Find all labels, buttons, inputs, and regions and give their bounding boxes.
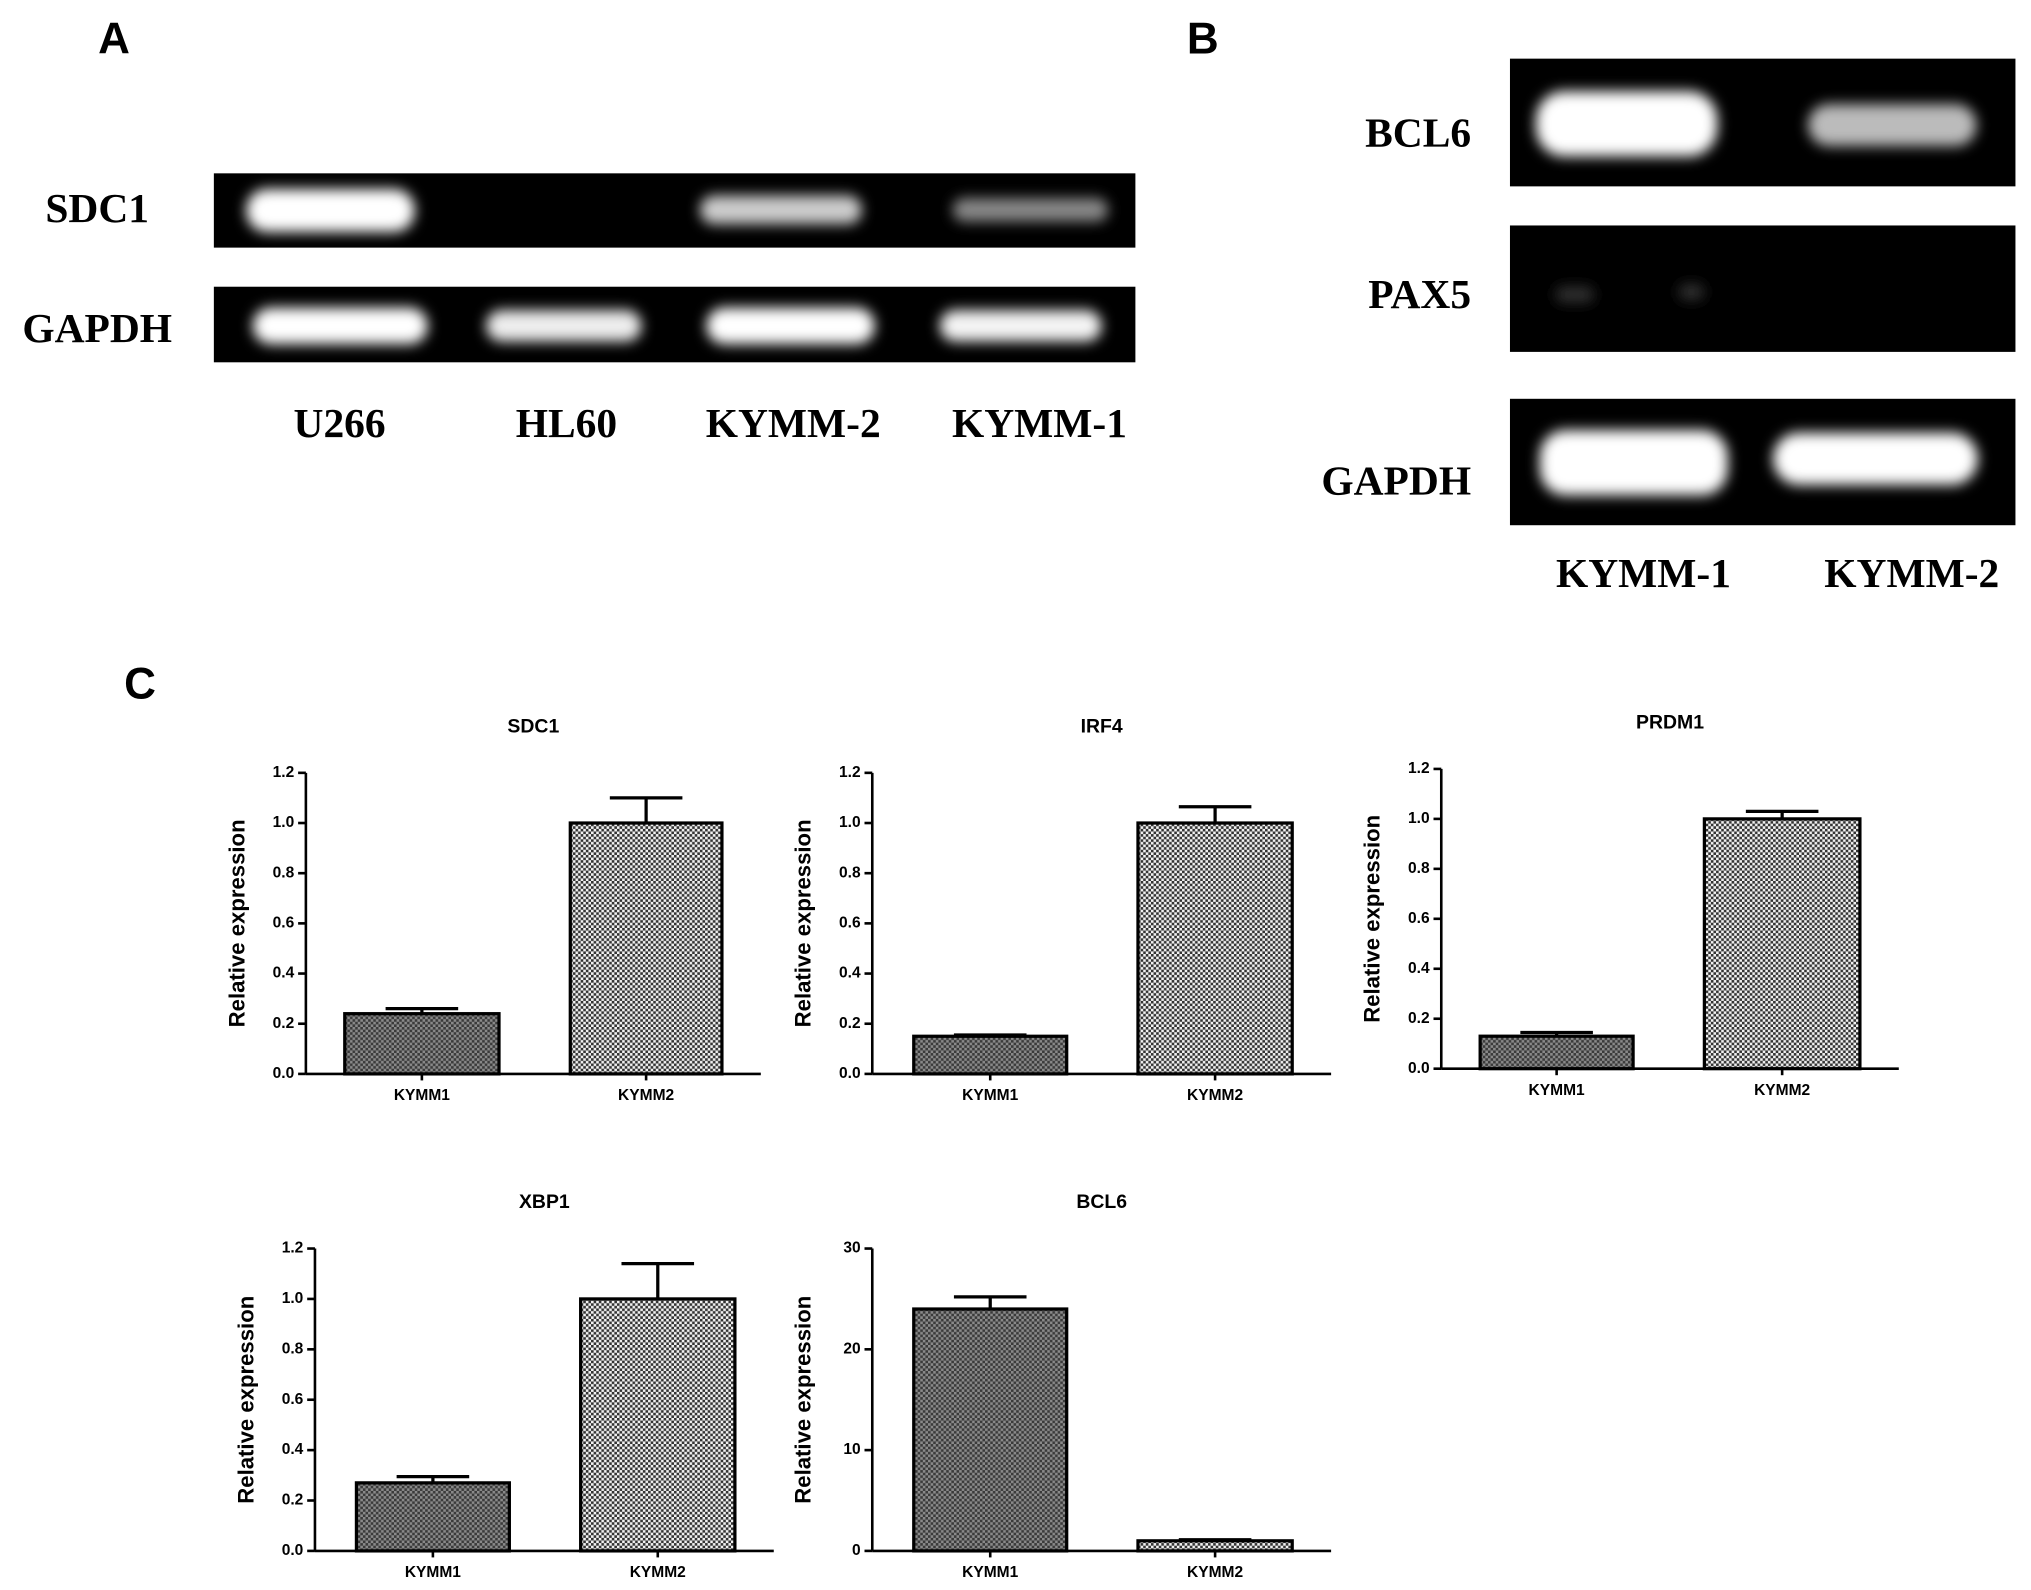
y-tick-label: 0.8 — [839, 864, 861, 881]
y-tick-label: 1.2 — [273, 764, 295, 781]
x-tick-label: KYMM1 — [405, 1564, 461, 1581]
y-tick-label: 1.0 — [282, 1290, 304, 1307]
gel-bands — [1535, 91, 1978, 496]
y-tick-label: 0.4 — [273, 965, 295, 982]
y-tick-label: 20 — [843, 1340, 861, 1357]
panel-label: C — [124, 659, 156, 708]
gel-row-label: PAX5 — [1368, 271, 1471, 317]
chart-title: XBP1 — [519, 1191, 570, 1213]
x-tick-label: KYMM1 — [394, 1087, 450, 1104]
y-tick-label: 0.2 — [839, 1015, 861, 1032]
panel-label: B — [1187, 14, 1219, 63]
y-axis-label: Relative expression — [233, 1296, 258, 1504]
x-tick-label: KYMM2 — [1187, 1087, 1243, 1104]
y-axis-label: Relative expression — [1360, 815, 1385, 1023]
bar — [579, 1297, 737, 1553]
lane-label: U266 — [294, 400, 386, 446]
gel-lane — [1509, 225, 2016, 352]
y-tick-label: 0.2 — [282, 1492, 304, 1509]
lane-label: KYMM-1 — [1556, 550, 1731, 596]
gel-row-label: BCL6 — [1365, 109, 1471, 155]
y-tick-label: 10 — [843, 1441, 861, 1458]
lane-label: KYMM-2 — [706, 400, 881, 446]
y-tick-label: 0.6 — [1408, 910, 1430, 927]
x-tick-label: KYMM2 — [1187, 1564, 1243, 1581]
chart-title: BCL6 — [1076, 1191, 1127, 1213]
x-tick-label: KYMM2 — [618, 1087, 674, 1104]
y-tick-label: 0.8 — [273, 864, 295, 881]
y-tick-label: 1.0 — [1408, 810, 1430, 827]
bar — [354, 1481, 511, 1553]
chart-title: PRDM1 — [1636, 711, 1704, 733]
y-tick-label: 0.0 — [839, 1065, 861, 1082]
y-axis-label: Relative expression — [224, 819, 249, 1027]
x-tick-label: KYMM1 — [1529, 1082, 1585, 1099]
chart-title: SDC1 — [507, 715, 559, 737]
y-tick-label: 0.6 — [839, 914, 861, 931]
y-tick-label: 1.0 — [839, 814, 861, 831]
bar — [912, 1034, 1069, 1076]
bar — [912, 1307, 1069, 1553]
bar — [1136, 1539, 1294, 1553]
y-tick-label: 0.4 — [839, 965, 861, 982]
y-tick-label: 0.0 — [1408, 1060, 1430, 1077]
y-tick-label: 0 — [852, 1542, 861, 1559]
bar — [568, 821, 724, 1076]
bar — [1136, 821, 1294, 1076]
chart-title: IRF4 — [1081, 715, 1123, 737]
gel-row-label: SDC1 — [45, 185, 149, 231]
lane-label: KYMM-2 — [1824, 550, 1999, 596]
y-tick-label: 1.2 — [282, 1240, 304, 1257]
y-tick-label: 0.6 — [282, 1391, 304, 1408]
gel-row-label: GAPDH — [22, 305, 172, 351]
y-tick-label: 30 — [843, 1240, 861, 1257]
y-tick-label: 0.2 — [1408, 1010, 1430, 1027]
y-axis-label: Relative expression — [791, 1296, 816, 1504]
x-tick-label: KYMM1 — [962, 1564, 1018, 1581]
lane-label: KYMM-1 — [952, 400, 1127, 446]
x-tick-label: KYMM2 — [1754, 1082, 1810, 1099]
y-tick-label: 0.8 — [282, 1340, 304, 1357]
y-tick-label: 0.4 — [1408, 960, 1430, 977]
y-tick-label: 0.0 — [282, 1542, 304, 1559]
y-tick-label: 0.6 — [273, 914, 295, 931]
y-tick-label: 0.2 — [273, 1015, 295, 1032]
gel-row-label: GAPDH — [1321, 457, 1471, 503]
lane-label: HL60 — [516, 400, 617, 446]
bar — [343, 1012, 501, 1076]
y-tick-label: 0.8 — [1408, 860, 1430, 877]
x-tick-label: KYMM2 — [630, 1564, 686, 1581]
bar — [1702, 817, 1862, 1071]
x-tick-label: KYMM1 — [962, 1087, 1018, 1104]
gel-bands — [246, 188, 1109, 345]
y-tick-label: 0.4 — [282, 1441, 304, 1458]
y-tick-label: 1.0 — [273, 814, 295, 831]
panel-label: A — [98, 14, 130, 63]
y-tick-label: 1.2 — [839, 764, 861, 781]
y-tick-label: 1.2 — [1408, 760, 1430, 777]
y-tick-label: 0.0 — [273, 1065, 295, 1082]
y-axis-label: Relative expression — [791, 819, 816, 1027]
bar — [1478, 1034, 1635, 1071]
